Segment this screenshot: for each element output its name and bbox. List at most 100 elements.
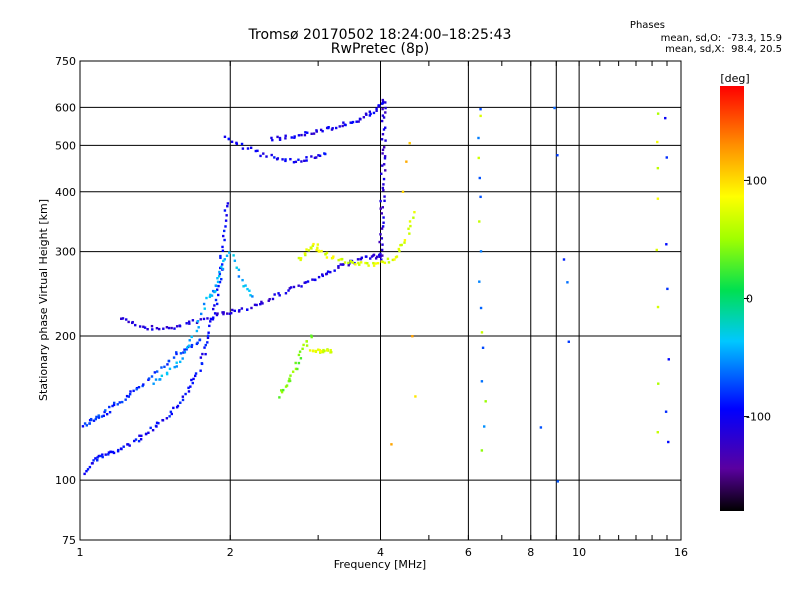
data-point	[362, 116, 366, 119]
data-point	[483, 425, 486, 428]
data-point	[228, 312, 232, 315]
data-point	[83, 472, 86, 476]
y-tick-label: 75	[62, 534, 76, 547]
data-point	[267, 299, 270, 302]
data-point	[215, 313, 219, 317]
data-point	[221, 245, 224, 249]
data-point	[118, 401, 121, 404]
data-point	[307, 249, 311, 252]
colorbar-tick-label: 100	[746, 174, 767, 187]
data-point	[380, 248, 384, 252]
data-point	[94, 457, 97, 460]
data-point	[165, 372, 169, 376]
data-point	[261, 302, 264, 305]
data-point	[359, 261, 363, 264]
data-point	[292, 285, 296, 289]
data-point	[357, 261, 360, 265]
data-point	[359, 257, 363, 261]
data-point	[381, 260, 385, 264]
data-point	[280, 390, 284, 394]
data-point	[315, 129, 318, 132]
data-point	[368, 110, 372, 113]
data-point	[372, 111, 376, 115]
data-point	[159, 378, 162, 381]
data-point	[305, 340, 308, 343]
data-point	[325, 256, 329, 259]
data-point	[222, 234, 225, 238]
data-point	[383, 195, 386, 198]
data-point	[224, 225, 227, 228]
data-point	[297, 353, 301, 357]
data-point	[305, 156, 308, 159]
data-point	[127, 395, 131, 398]
data-point	[342, 121, 345, 124]
data-point	[302, 343, 305, 347]
y-tick-label: 600	[55, 101, 76, 114]
data-point	[146, 328, 149, 331]
data-point	[299, 258, 302, 262]
data-point	[391, 258, 395, 262]
data-point	[220, 265, 223, 269]
data-point	[344, 123, 347, 127]
data-point	[413, 210, 416, 214]
data-point	[664, 410, 668, 413]
data-point	[140, 434, 143, 438]
data-point	[400, 243, 403, 247]
data-point	[355, 120, 358, 123]
data-point	[380, 237, 384, 240]
data-point	[337, 266, 340, 269]
data-point	[374, 262, 377, 265]
data-point	[562, 258, 566, 261]
data-point	[231, 308, 234, 312]
data-point	[299, 357, 303, 360]
data-point	[310, 155, 313, 158]
data-point	[360, 256, 364, 259]
data-point	[104, 453, 107, 456]
data-point	[312, 132, 316, 135]
data-point	[268, 297, 271, 301]
data-point	[233, 309, 236, 313]
data-point	[249, 294, 252, 297]
data-point	[301, 347, 304, 351]
data-point	[240, 142, 244, 146]
points-layer	[81, 98, 670, 483]
data-point	[190, 335, 193, 339]
data-point	[120, 317, 123, 320]
data-point	[241, 147, 245, 150]
data-point	[382, 216, 385, 219]
data-point	[127, 320, 130, 324]
data-point	[382, 128, 386, 131]
data-point	[155, 421, 159, 424]
data-point	[170, 412, 173, 416]
data-point	[480, 380, 484, 383]
data-point	[381, 100, 385, 103]
data-point	[288, 379, 292, 383]
data-point	[481, 346, 485, 350]
data-point	[372, 253, 376, 257]
data-point	[477, 156, 480, 160]
data-point	[364, 112, 368, 115]
data-point	[291, 370, 295, 373]
data-point	[173, 327, 176, 330]
data-point	[187, 390, 191, 393]
data-point	[175, 325, 179, 328]
data-point	[403, 239, 407, 242]
data-point	[187, 320, 191, 323]
data-point	[294, 160, 298, 164]
data-point	[655, 248, 658, 252]
data-point	[227, 137, 231, 141]
data-point	[143, 326, 147, 329]
data-point	[408, 232, 411, 235]
x-tick-label: 4	[377, 546, 384, 559]
data-point	[312, 349, 315, 352]
data-point	[97, 416, 101, 419]
data-point	[316, 243, 320, 246]
data-point	[381, 243, 384, 246]
data-point	[305, 159, 308, 162]
data-point	[189, 385, 192, 388]
data-point	[163, 365, 166, 369]
data-point	[399, 243, 402, 247]
data-point	[214, 298, 218, 302]
data-point	[91, 462, 94, 465]
